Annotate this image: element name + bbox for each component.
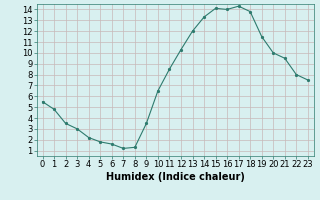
X-axis label: Humidex (Indice chaleur): Humidex (Indice chaleur) [106, 172, 244, 182]
